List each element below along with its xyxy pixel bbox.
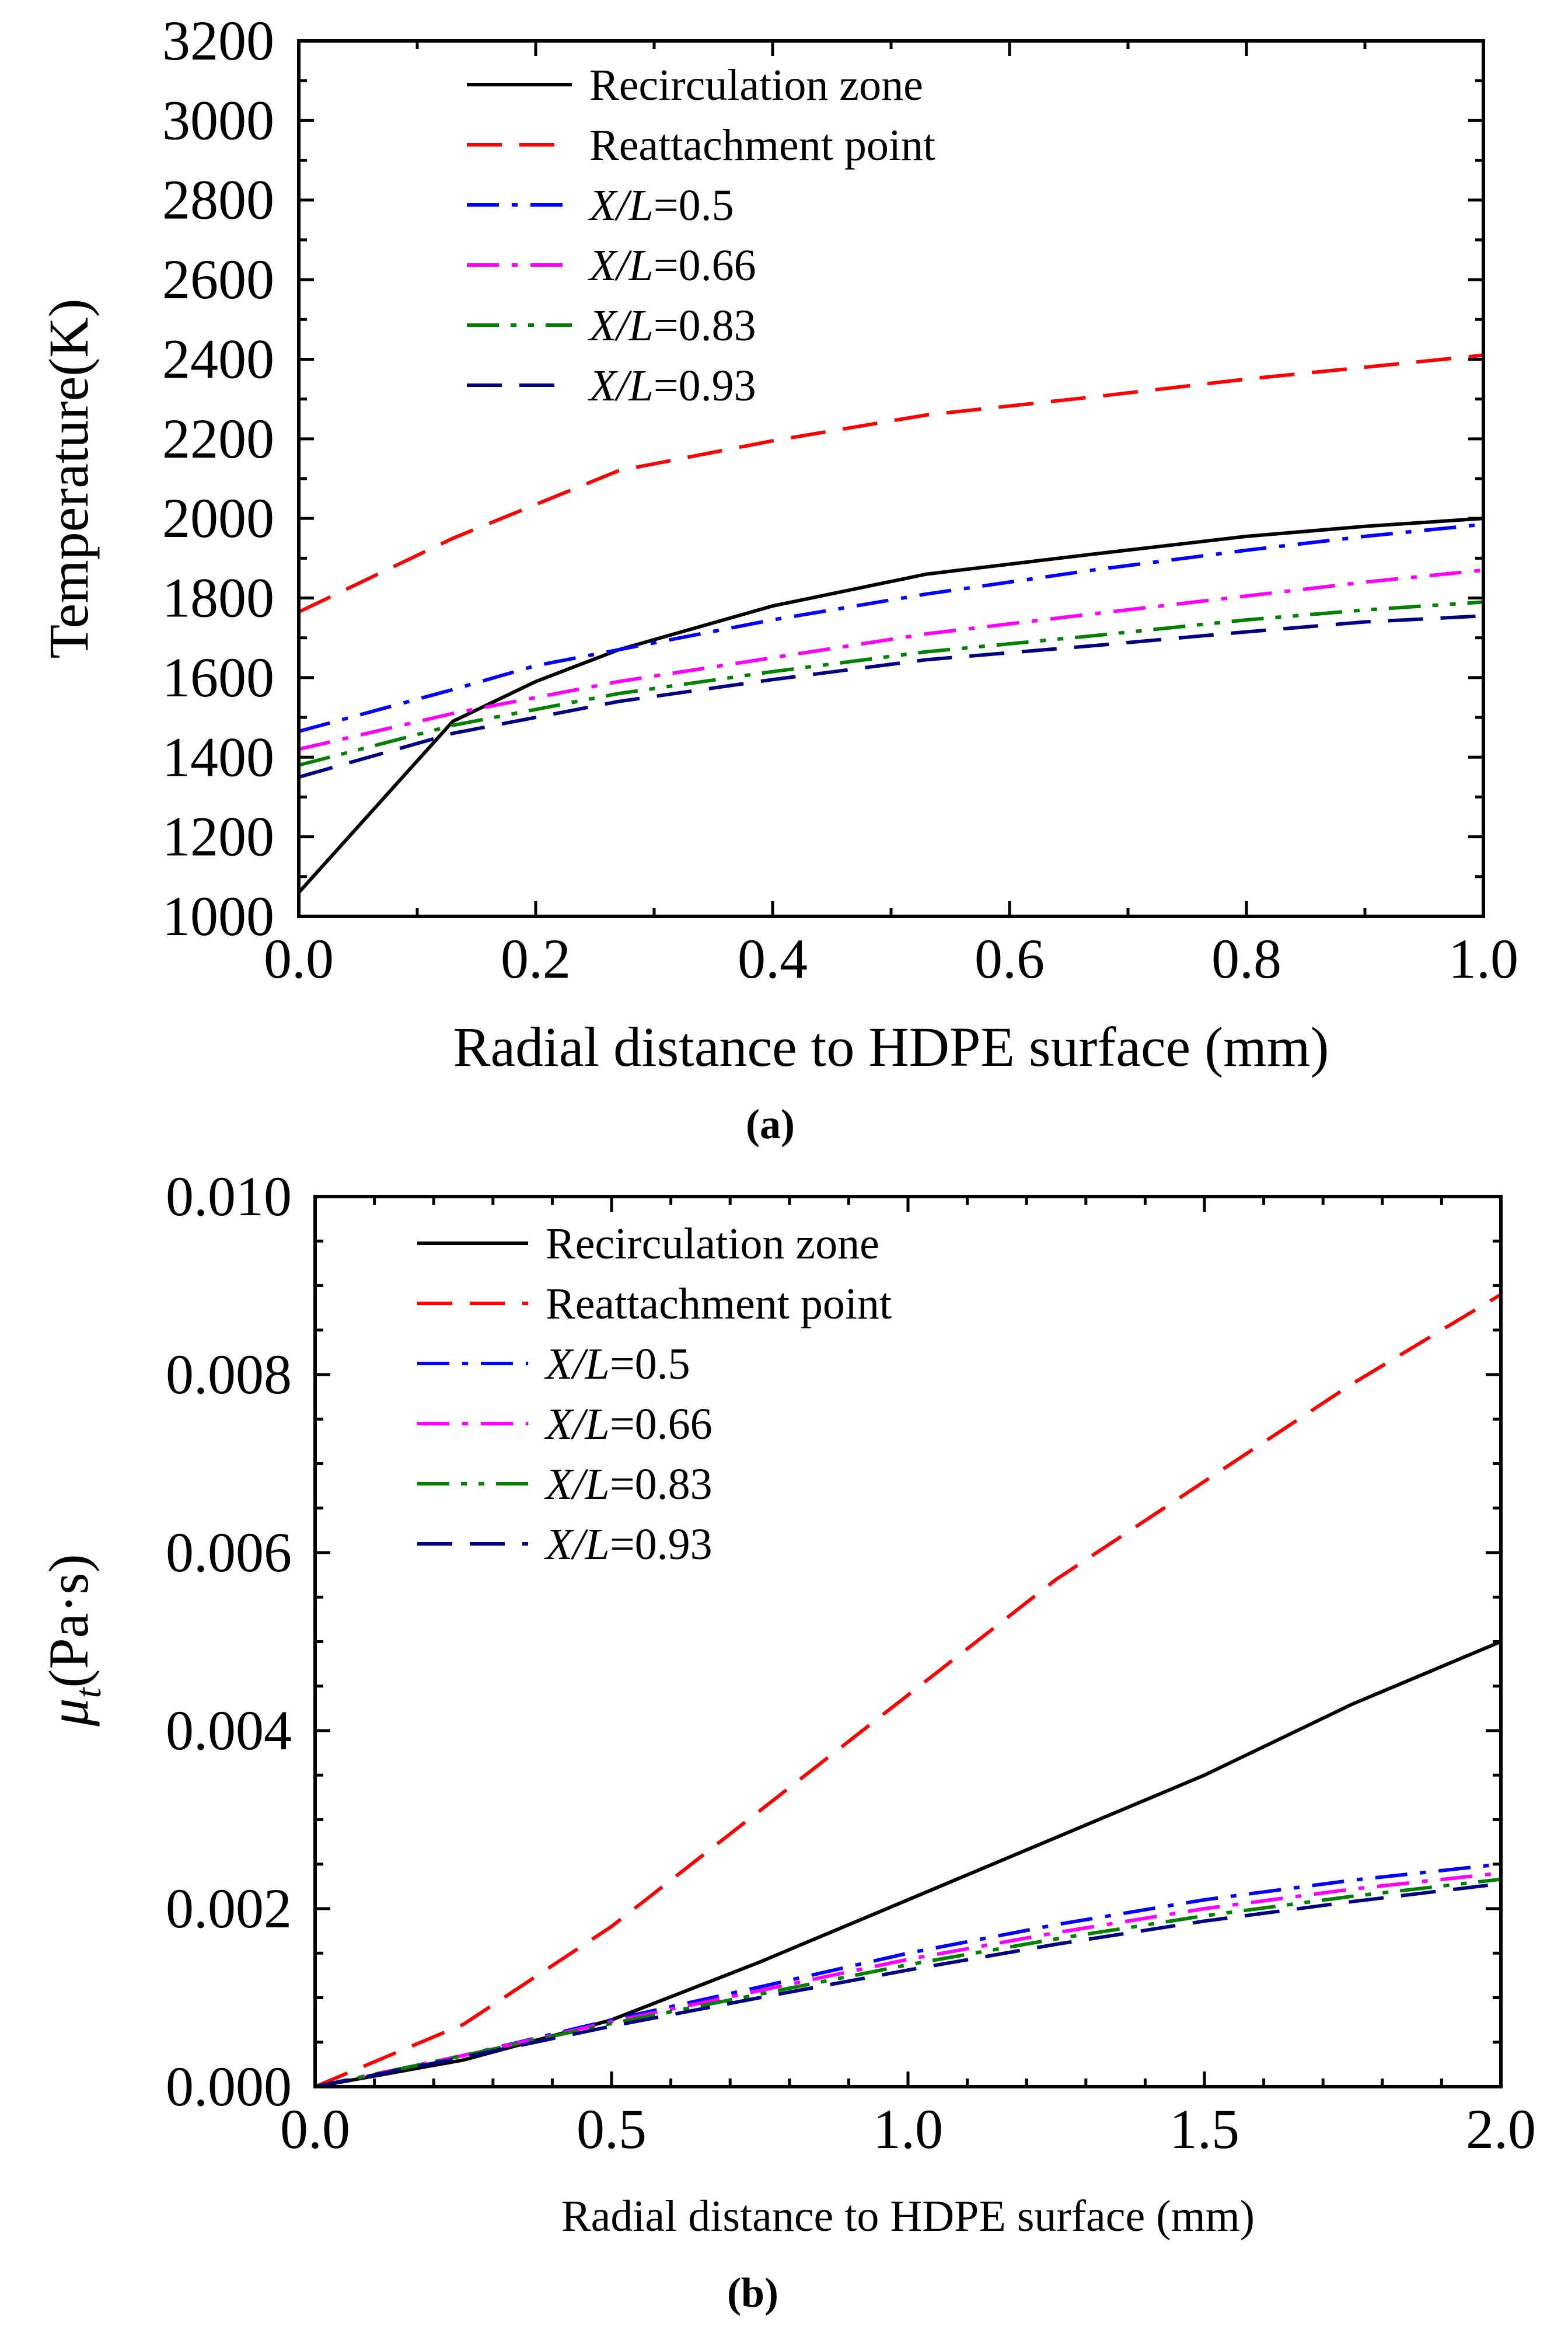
panel-b-label: (b) [727, 2269, 778, 2316]
panel-a-x-tick-label: 0.2 [501, 927, 571, 990]
panel-b-series-line-1 [315, 1640, 1502, 2088]
panel-b-x-tick-label: 1.5 [1169, 2098, 1239, 2160]
panel-a-series-line-2 [298, 353, 1484, 614]
panel-a-legend-label-5: X/L=0.83 [588, 301, 756, 350]
panel-b-y-tick-label: 0.008 [166, 1343, 292, 1406]
panel-b-legend-label-5: X/L=0.83 [544, 1460, 713, 1509]
panel-a-y-axis-title: Temperature(K) [37, 299, 100, 659]
panel-b-x-axis-title: Radial distance to HDPE surface (mm) [561, 2192, 1255, 2241]
panel-b-y-axis-unit: (Pa·s) [37, 1554, 100, 1687]
panel-b-legend-label-2: Reattachment point [546, 1279, 892, 1328]
panel-a-x-tick-label: 0.6 [975, 927, 1045, 990]
panel-a-legend-label-2: Reattachment point [589, 121, 935, 170]
panel-b-x-tick-label: 2.0 [1466, 2098, 1536, 2160]
panel-a-y-tick-label: 3200 [162, 9, 274, 72]
panel-b-y-axis-title: μt(Pa·s) [37, 1554, 109, 1727]
panel-b-x-tick-label: 0.5 [577, 2098, 647, 2160]
panel-a-legend-label-3: X/L=0.5 [588, 181, 734, 230]
panel-a-y-tick-label: 3000 [162, 89, 274, 151]
panel-a-x-tick-label: 0.4 [738, 927, 808, 990]
panel-b-viscosity-chart: 0.0 0.5 1.0 1.5 2.0 0.000 0.002 0.004 0.006 0.008… [37, 1165, 1536, 2316]
panel-a-ticks: 0.0 0.2 0.4 0.6 0.8 1.0 1000 1200 1400 1600 1800 20… [162, 9, 1518, 990]
panel-a-legend-label-4: X/L=0.66 [588, 241, 756, 290]
panel-a-legend: Recirculation zone Reattachment point X/L=… [467, 61, 935, 410]
panel-a-legend-label-1: Recirculation zone [589, 61, 923, 110]
panel-a-x-axis-title: Radial distance to HDPE surface (mm) [453, 1016, 1329, 1078]
panel-a-series-line-4 [298, 568, 1484, 751]
panel-b-legend-label-4: X/L=0.66 [544, 1400, 713, 1449]
panel-a-y-tick-label: 1800 [162, 567, 274, 629]
panel-a-x-tick-label: 0.8 [1211, 927, 1281, 990]
panel-b-legend-label-6: X/L=0.93 [544, 1520, 713, 1569]
panel-b-y-tick-label: 0.010 [166, 1165, 292, 1227]
panel-b-series-line-2 [314, 1293, 1502, 2088]
panel-a-x-tick-label: 0.0 [264, 927, 334, 990]
panel-a-y-tick-label: 1000 [162, 885, 274, 947]
panel-b-y-axis-subscript: t [67, 1686, 109, 1698]
panel-b-y-tick-label: 0.006 [166, 1521, 292, 1584]
panel-a-legend-label-6: X/L=0.93 [588, 361, 756, 410]
panel-b-x-tick-label: 0.0 [280, 2098, 350, 2160]
panel-a-series-line-3 [298, 522, 1484, 733]
panel-a-label: (a) [746, 1101, 795, 1148]
panel-b-y-tick-label: 0.004 [166, 1699, 292, 1762]
panel-a-temperature-chart: 0.0 0.2 0.4 0.6 0.8 1.0 1000 1200 1400 1600 1800 20… [37, 9, 1518, 1148]
panel-b-legend-label-3: X/L=0.5 [544, 1340, 690, 1389]
panel-b-y-tick-label: 0.002 [166, 1877, 292, 1940]
panel-b-legend: Recirculation zone Reattachment point X/L=… [417, 1219, 892, 1569]
panel-a-y-tick-label: 1600 [162, 646, 274, 709]
panel-b-legend-label-1: Recirculation zone [546, 1219, 879, 1268]
panel-a-series-line-5 [298, 600, 1484, 767]
panel-b-y-tick-label: 0.000 [166, 2055, 292, 2118]
panel-b-series-line-6 [315, 1882, 1501, 2088]
panel-a-y-tick-label: 1200 [162, 805, 274, 868]
panel-b-series [314, 1293, 1502, 2088]
panel-a-series [297, 353, 1484, 894]
panel-a-y-tick-label: 1400 [162, 726, 274, 788]
panel-a-y-tick-label: 2800 [162, 169, 274, 231]
panel-a-y-tick-label: 2000 [162, 487, 274, 549]
panel-a-x-tick-label: 1.0 [1448, 927, 1518, 990]
panel-b-y-axis-symbol: μ [37, 1698, 100, 1727]
panel-b-series-line-5 [315, 1877, 1501, 2088]
panel-b-x-tick-label: 1.0 [873, 2098, 943, 2160]
panel-b-ticks: 0.0 0.5 1.0 1.5 2.0 0.000 0.002 0.004 0.006 0.008… [166, 1165, 1536, 2160]
panel-a-y-tick-label: 2400 [162, 327, 274, 390]
panel-a-y-tick-label: 2200 [162, 407, 274, 470]
panel-a-y-tick-label: 2600 [162, 248, 274, 311]
panel-a-series-line-6 [298, 614, 1484, 779]
panel-a-series-line-1 [297, 517, 1484, 894]
